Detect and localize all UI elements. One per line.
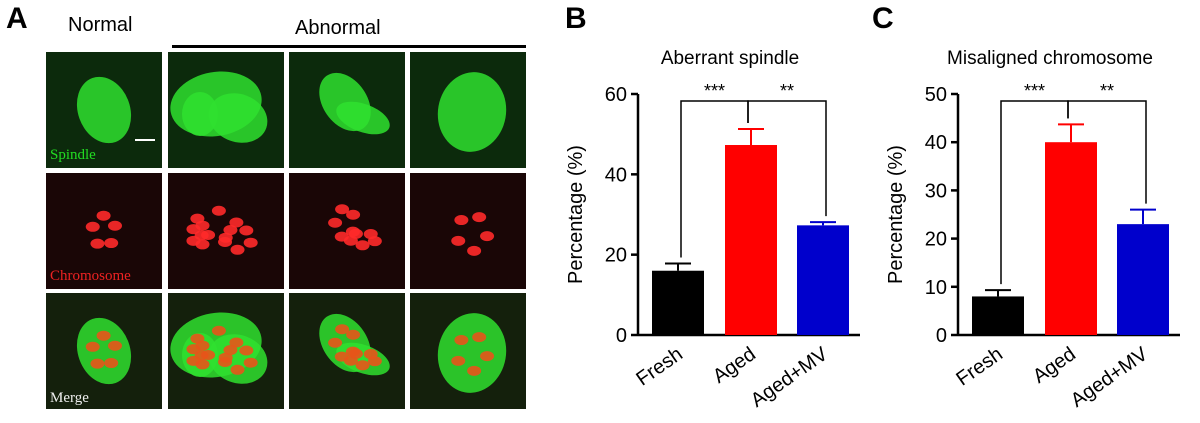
scale-bar — [135, 139, 155, 141]
row-label-chromosome: Chromosome — [50, 268, 131, 284]
y-axis-label: Percentage (%) — [885, 145, 907, 284]
y-tick-label: 60 — [605, 84, 627, 106]
x-tick-label: Aged+MV — [747, 343, 833, 412]
micrograph-merge-1: Merge — [46, 293, 162, 409]
y-tick-label: 50 — [925, 84, 947, 106]
micrograph-spindle-3 — [289, 52, 405, 168]
micrograph-spindle-1: Spindle — [46, 52, 162, 168]
y-tick-label: 10 — [925, 277, 947, 299]
significance-label: *** — [704, 81, 725, 101]
x-tick-label: Aged — [709, 343, 760, 388]
bar-aged — [1045, 142, 1097, 335]
x-tick-label: Fresh — [952, 343, 1006, 390]
significance-label: *** — [1024, 81, 1045, 101]
micrograph-merge-4 — [410, 293, 526, 409]
y-tick-label: 20 — [925, 229, 947, 251]
row-label-spindle: Spindle — [50, 147, 96, 163]
micrograph-merge-2 — [168, 293, 284, 409]
chart-title: Aberrant spindle — [661, 48, 799, 69]
x-tick-label: Fresh — [632, 343, 686, 390]
bar-aged-mv — [797, 225, 849, 335]
bar-fresh — [972, 296, 1024, 335]
y-tick-label: 0 — [936, 325, 947, 347]
row-label-merge: Merge — [50, 390, 89, 406]
panel-a-letter: A — [6, 2, 28, 35]
significance-label: ** — [1100, 81, 1114, 101]
y-tick-label: 40 — [925, 132, 947, 154]
y-tick-label: 30 — [925, 180, 947, 202]
micrograph-chromosome-1: Chromosome — [46, 173, 162, 289]
micrograph-spindle-4 — [410, 52, 526, 168]
bar-fresh — [652, 270, 704, 335]
abnormal-header: Abnormal — [295, 17, 381, 39]
x-tick-label: Aged+MV — [1067, 343, 1153, 412]
significance-label: ** — [780, 81, 794, 101]
micrograph-chromosome-3 — [289, 173, 405, 289]
aberrant-spindle-chart: Aberrant spindle Percentage (%) 0 20 40 60 Fre… — [565, 48, 860, 412]
y-tick-label: 0 — [616, 325, 627, 347]
micrograph-spindle-2 — [168, 52, 284, 168]
significance-bracket — [747, 100, 827, 217]
x-tick-label: Aged — [1029, 343, 1080, 388]
bar-aged-mv — [1117, 224, 1169, 335]
chart-title: Misaligned chromosome — [947, 48, 1153, 69]
micrograph-chromosome-2 — [168, 173, 284, 289]
abnormal-bracket-line — [172, 45, 526, 48]
micrograph-chromosome-4 — [410, 173, 526, 289]
significance-bracket — [1067, 100, 1147, 204]
y-tick-label: 40 — [605, 164, 627, 186]
bar-aged — [725, 145, 777, 335]
normal-header: Normal — [68, 14, 133, 36]
micrograph-merge-3 — [289, 293, 405, 409]
misaligned-chromosome-chart: Misaligned chromosome Percentage (%) 0 10 20… — [885, 48, 1180, 412]
y-axis-label: Percentage (%) — [565, 145, 587, 284]
y-tick-label: 20 — [605, 245, 627, 267]
panel-c-letter: C — [872, 2, 894, 35]
panel-b-letter: B — [565, 2, 587, 35]
